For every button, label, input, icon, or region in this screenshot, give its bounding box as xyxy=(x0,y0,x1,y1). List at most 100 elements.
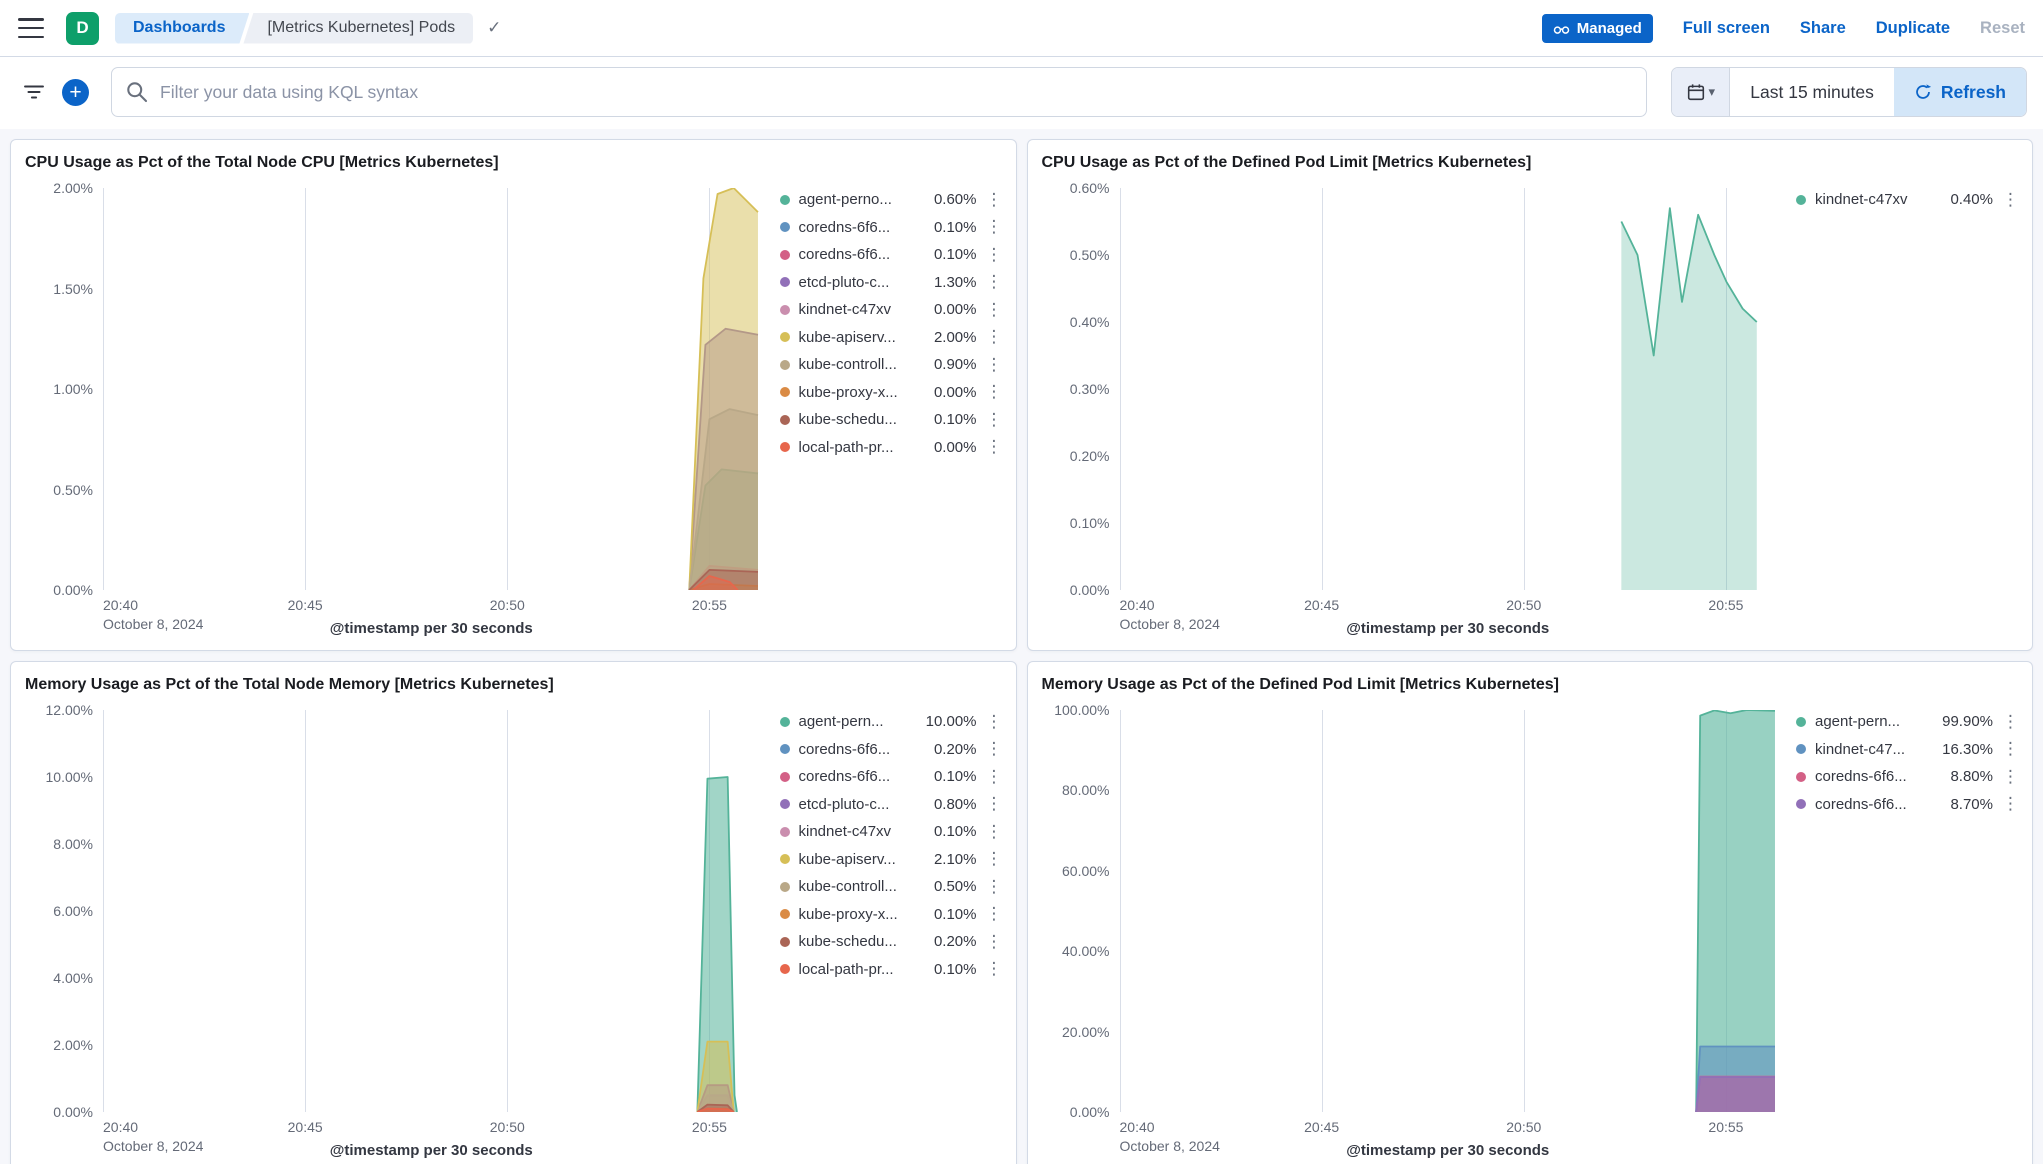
legend-item[interactable]: coredns-6f6... 0.20% ⋮ xyxy=(779,736,1002,764)
legend-item[interactable]: kube-proxy-x... 0.00% ⋮ xyxy=(779,379,1002,407)
legend-item[interactable]: kube-apiserv... 2.10% ⋮ xyxy=(779,846,1002,874)
legend-actions-icon[interactable]: ⋮ xyxy=(985,959,1002,980)
x-tick-time: 20:55 xyxy=(691,1119,727,1135)
legend-actions-icon[interactable]: ⋮ xyxy=(985,766,1002,787)
legend-actions-icon[interactable]: ⋮ xyxy=(985,876,1002,897)
x-axis-tick-label: 20:50 xyxy=(1506,1119,1541,1135)
legend-actions-icon[interactable]: ⋮ xyxy=(2002,189,2018,210)
legend-item[interactable]: kube-apiserv... 2.00% ⋮ xyxy=(779,324,1002,352)
legend-item[interactable]: kube-proxy-x... 0.10% ⋮ xyxy=(779,901,1002,929)
legend-actions-icon[interactable]: ⋮ xyxy=(2002,711,2018,732)
full-screen-button[interactable]: Full screen xyxy=(1682,18,1770,37)
y-axis-tick-label: 1.00% xyxy=(53,381,93,397)
legend-color-dot xyxy=(779,771,790,782)
legend-actions-icon[interactable]: ⋮ xyxy=(985,821,1002,842)
legend-item[interactable]: kube-controll... 0.90% ⋮ xyxy=(779,351,1002,379)
legend-item[interactable]: kindnet-c47... 16.30% ⋮ xyxy=(1796,736,2018,764)
legend-item[interactable]: local-path-pr... 0.00% ⋮ xyxy=(779,434,1002,462)
x-axis-tick-label: 20:50 xyxy=(490,597,525,613)
share-button[interactable]: Share xyxy=(1799,18,1846,37)
legend-series-value: 2.00% xyxy=(933,328,977,346)
x-axis-tick-label: 20:45 xyxy=(288,1119,323,1135)
legend-actions-icon[interactable]: ⋮ xyxy=(985,299,1002,320)
legend-item[interactable]: agent-pern... 10.00% ⋮ xyxy=(779,708,1002,736)
legend-series-name: coredns-6f6... xyxy=(1815,795,1907,813)
legend-series-value: 8.70% xyxy=(1950,795,1993,813)
legend-actions-icon[interactable]: ⋮ xyxy=(985,409,1002,430)
add-filter-button[interactable]: + xyxy=(62,78,89,106)
legend-actions-icon[interactable]: ⋮ xyxy=(985,354,1002,375)
legend-color-dot xyxy=(1796,716,1806,727)
legend-actions-icon[interactable]: ⋮ xyxy=(985,217,1002,238)
x-tick-time: 20:50 xyxy=(1506,597,1542,613)
breadcrumb-dashboards[interactable]: Dashboards xyxy=(115,13,249,44)
legend-actions-icon[interactable]: ⋮ xyxy=(985,849,1002,870)
legend-actions-icon[interactable]: ⋮ xyxy=(985,382,1002,403)
legend-item[interactable]: local-path-pr... 0.10% ⋮ xyxy=(779,956,1002,984)
panel-title[interactable]: Memory Usage as Pct of the Defined Pod L… xyxy=(1041,676,1559,693)
legend-actions-icon[interactable]: ⋮ xyxy=(985,327,1002,348)
legend-item[interactable]: coredns-6f6... 0.10% ⋮ xyxy=(779,241,1002,269)
panel-title[interactable]: CPU Usage as Pct of the Total Node CPU [… xyxy=(25,154,499,171)
x-axis-tick-label: 20:55 xyxy=(692,597,727,613)
legend-actions-icon[interactable]: ⋮ xyxy=(985,437,1002,458)
legend-item[interactable]: etcd-pluto-c... 0.80% ⋮ xyxy=(779,791,1002,819)
date-picker-calendar-button[interactable]: ▾ xyxy=(1672,68,1731,116)
legend-item[interactable]: kube-schedu... 0.10% ⋮ xyxy=(779,406,1002,434)
legend-series-value: 0.10% xyxy=(933,905,977,923)
legend-item[interactable]: coredns-6f6... 8.70% ⋮ xyxy=(1796,791,2018,819)
glasses-icon xyxy=(1553,25,1570,34)
legend-actions-icon[interactable]: ⋮ xyxy=(985,711,1002,732)
legend-series-value: 0.20% xyxy=(933,933,977,951)
legend-actions-icon[interactable]: ⋮ xyxy=(985,244,1002,265)
y-axis-tick-label: 0.60% xyxy=(1069,180,1110,196)
kql-search-input[interactable] xyxy=(111,67,1648,117)
legend-color-dot xyxy=(779,909,790,920)
reset-button[interactable]: Reset xyxy=(1980,18,2025,37)
legend-color-dot xyxy=(779,936,790,947)
space-avatar[interactable]: D xyxy=(66,11,99,45)
legend-item[interactable]: coredns-6f6... 8.80% ⋮ xyxy=(1796,763,2018,791)
legend-color-dot xyxy=(1796,744,1806,755)
legend-series-value: 0.10% xyxy=(933,411,977,429)
legend-item[interactable]: coredns-6f6... 0.10% ⋮ xyxy=(779,214,1002,242)
managed-badge[interactable]: Managed xyxy=(1541,13,1653,43)
legend-series-name: agent-pern... xyxy=(1815,713,1901,731)
x-axis-tick-label: 20:40 October 8, 2024 xyxy=(103,1119,203,1154)
y-axis-tick-label: 2.00% xyxy=(53,1037,93,1053)
legend-series-value: 0.10% xyxy=(933,218,977,236)
filter-button[interactable] xyxy=(16,74,52,110)
menu-hamburger-icon[interactable] xyxy=(18,18,44,38)
legend-item[interactable]: kube-schedu... 0.20% ⋮ xyxy=(779,928,1002,956)
panel-title[interactable]: Memory Usage as Pct of the Total Node Me… xyxy=(25,676,554,693)
legend-color-dot xyxy=(779,387,790,398)
legend-actions-icon[interactable]: ⋮ xyxy=(985,189,1002,210)
legend-series-value: 0.10% xyxy=(933,246,977,264)
legend-item[interactable]: kindnet-c47xv 0.00% ⋮ xyxy=(779,296,1002,324)
time-range-button[interactable]: Last 15 minutes xyxy=(1730,68,1894,116)
duplicate-button[interactable]: Duplicate xyxy=(1875,18,1951,37)
search-icon xyxy=(125,80,149,109)
legend-actions-icon[interactable]: ⋮ xyxy=(2002,794,2018,815)
breadcrumb-current-dashboard[interactable]: [Metrics Kubernetes] Pods xyxy=(243,12,474,44)
legend-actions-icon[interactable]: ⋮ xyxy=(985,931,1002,952)
legend-actions-icon[interactable]: ⋮ xyxy=(2002,766,2018,787)
legend-item[interactable]: etcd-pluto-c... 1.30% ⋮ xyxy=(779,269,1002,297)
legend-actions-icon[interactable]: ⋮ xyxy=(985,739,1002,760)
legend-item[interactable]: kindnet-c47xv 0.10% ⋮ xyxy=(779,818,1002,846)
legend-actions-icon[interactable]: ⋮ xyxy=(2002,739,2018,760)
legend-series-value: 0.20% xyxy=(933,740,977,758)
legend-actions-icon[interactable]: ⋮ xyxy=(985,272,1002,293)
refresh-button[interactable]: Refresh xyxy=(1893,68,2026,116)
y-axis-tick-label: 4.00% xyxy=(53,970,93,986)
legend-item[interactable]: coredns-6f6... 0.10% ⋮ xyxy=(779,763,1002,791)
legend-color-dot xyxy=(779,854,790,865)
legend-item[interactable]: agent-perno... 0.60% ⋮ xyxy=(779,186,1002,214)
legend-item[interactable]: kindnet-c47xv 0.40% ⋮ xyxy=(1796,186,2018,214)
check-icon[interactable]: ✓ xyxy=(487,18,502,37)
legend-actions-icon[interactable]: ⋮ xyxy=(985,904,1002,925)
legend-item[interactable]: kube-controll... 0.50% ⋮ xyxy=(779,873,1002,901)
legend-actions-icon[interactable]: ⋮ xyxy=(985,794,1002,815)
panel-title[interactable]: CPU Usage as Pct of the Defined Pod Limi… xyxy=(1041,154,1532,171)
legend-item[interactable]: agent-pern... 99.90% ⋮ xyxy=(1796,708,2018,736)
